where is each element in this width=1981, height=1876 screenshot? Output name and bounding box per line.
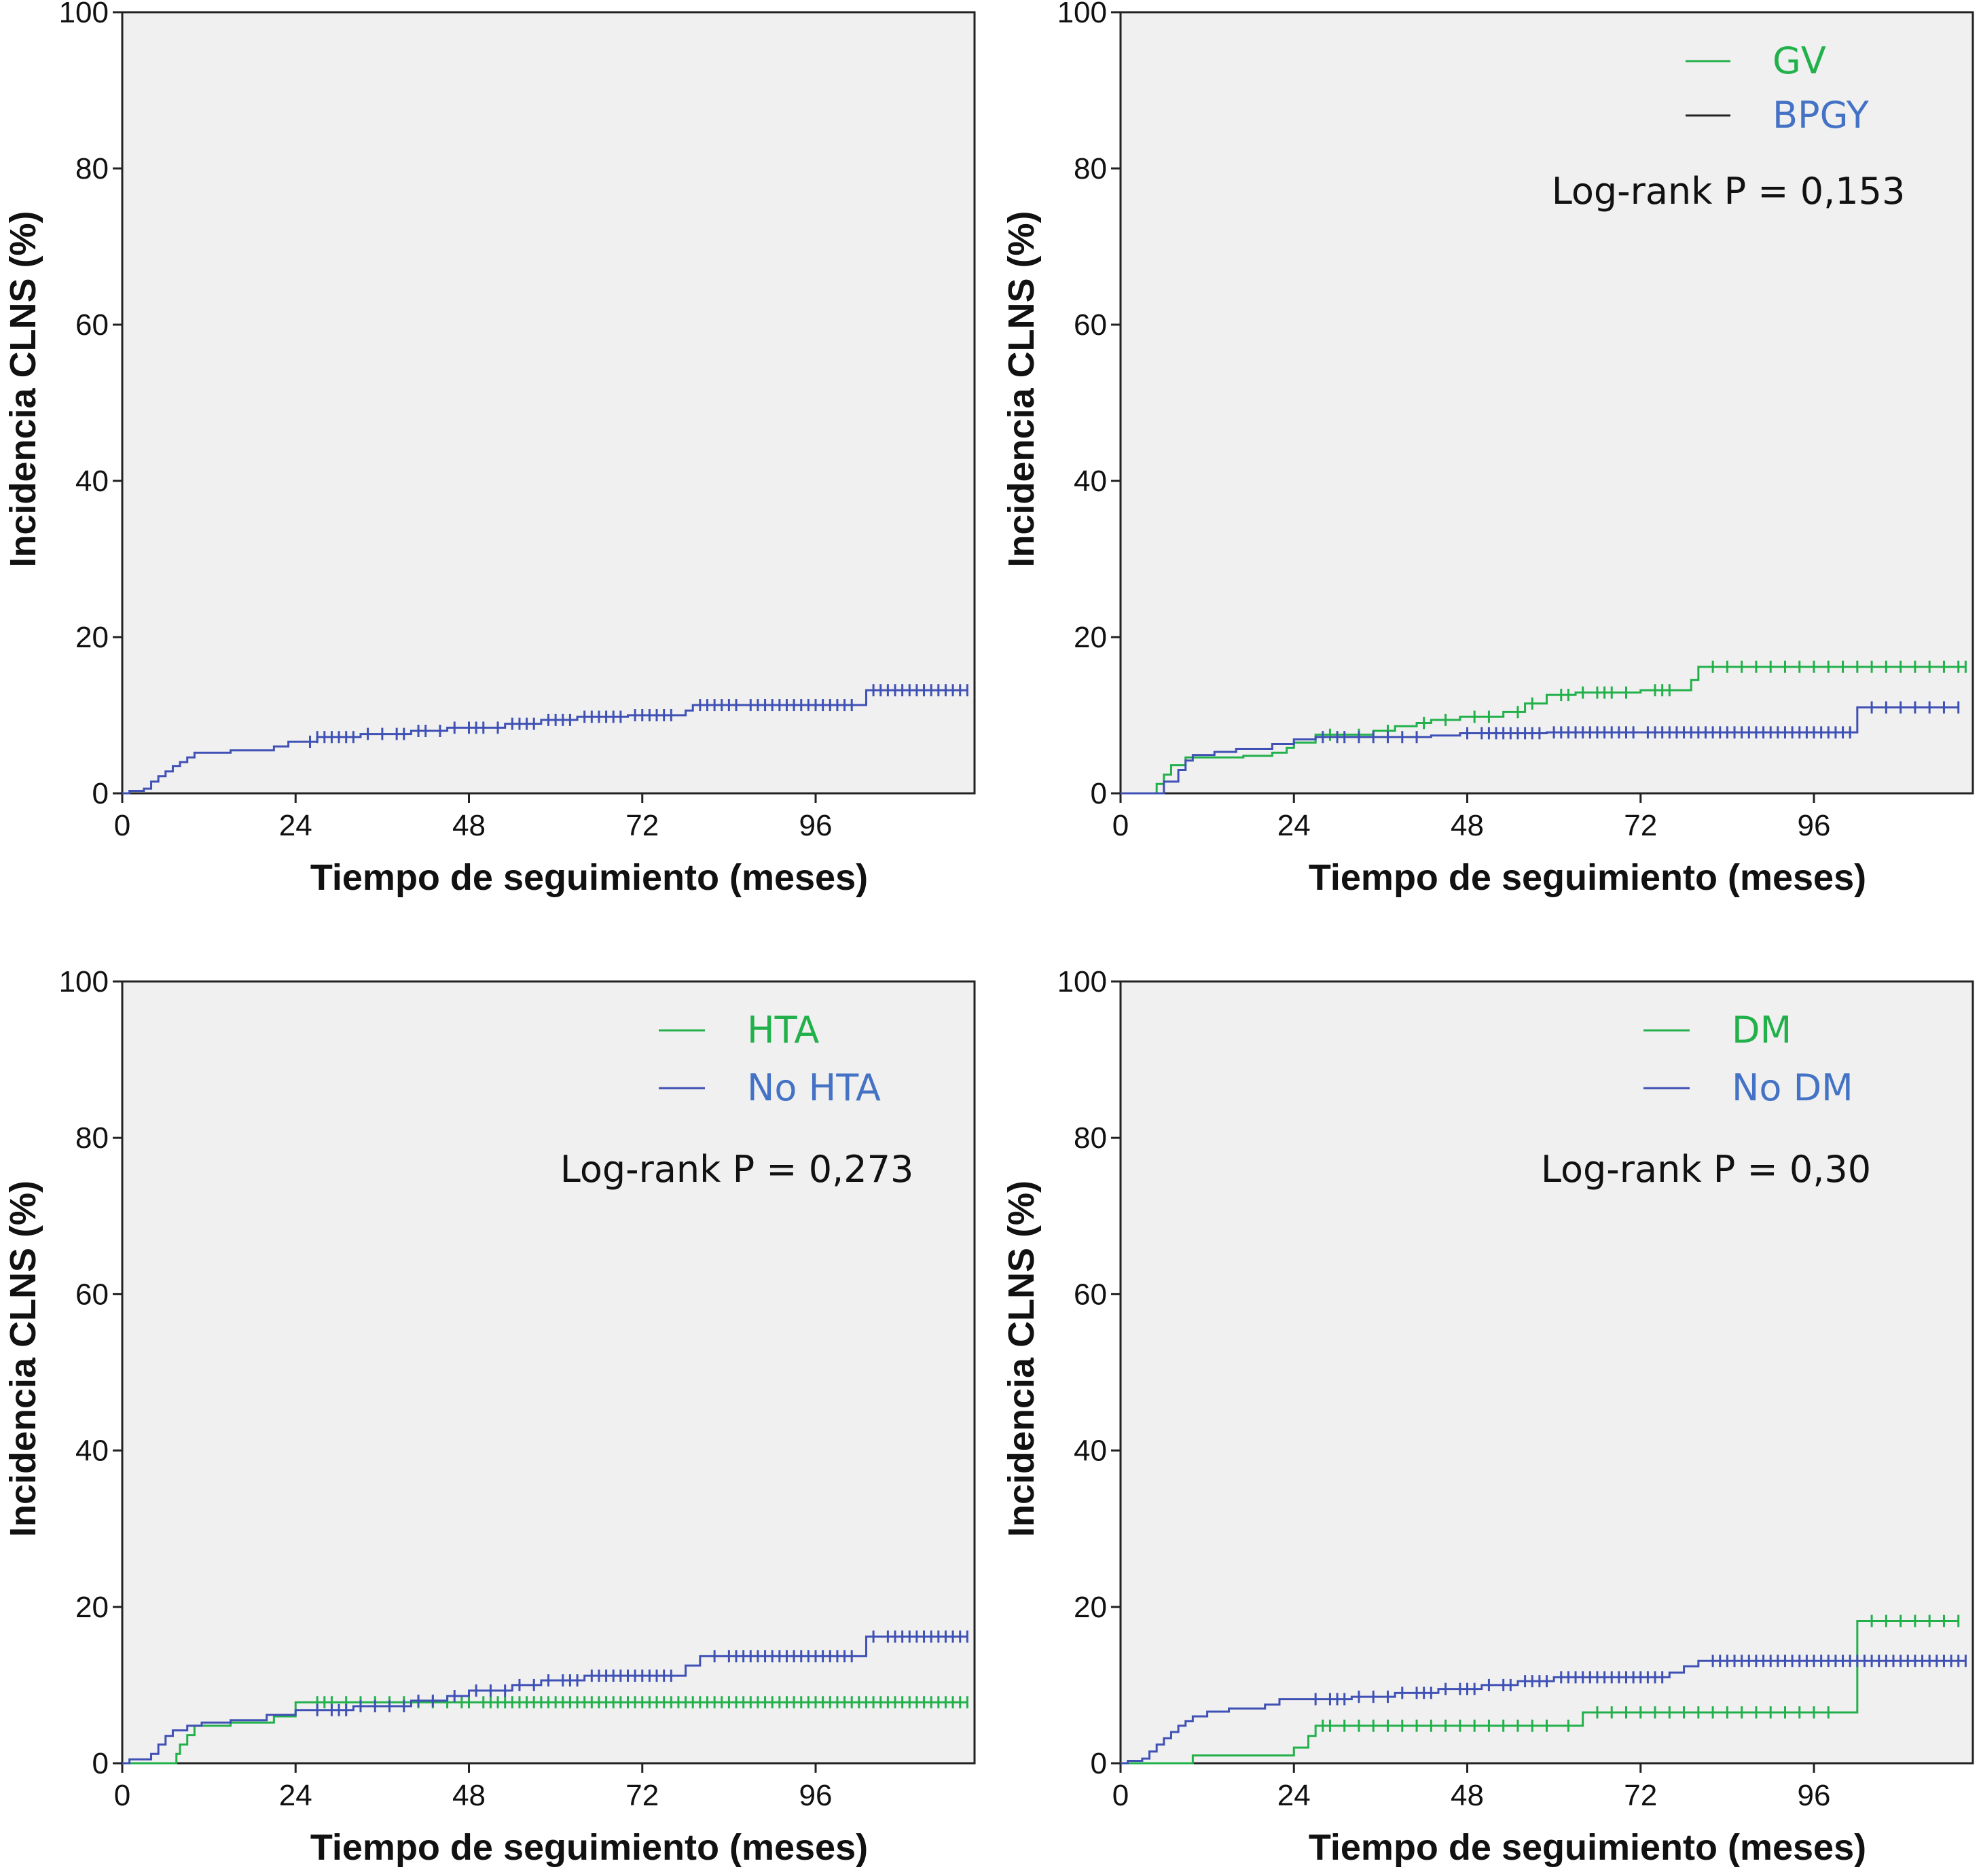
series-line-dm [1121,1620,1959,1765]
x-tick-label: 48 [452,809,486,842]
x-tick-label: 48 [1451,1779,1484,1812]
plot-area [121,11,976,795]
y-tick-label: 20 [1074,1591,1107,1624]
x-tick-label: 24 [1277,1779,1311,1812]
y-axis-title: Incidencia CLNS (%) [3,1180,43,1537]
legend-label: GV [1773,39,1826,82]
y-tick-label: 40 [1074,465,1107,498]
x-tick-label: 72 [625,1779,659,1812]
x-tick-label: 48 [452,1779,486,1812]
legend-label: HTA [747,1009,819,1051]
x-tick-label: 72 [1624,1779,1657,1812]
y-tick-label: 20 [75,621,109,654]
x-tick-label: 96 [1798,1779,1831,1812]
chart-panel-bottom-left: 0 20 40 60 80 100 0 24 48 72 96 Tiempo de seguimien… [3,965,976,1868]
x-tick-label: 0 [114,1779,130,1812]
x-tick-label: 24 [1277,809,1311,842]
y-tick-label: 20 [75,1591,109,1624]
y-tick-label: 0 [1091,1747,1107,1780]
y-tick-label: 100 [1057,0,1107,29]
y-tick-label: 100 [1057,965,1107,998]
x-tick-label: 0 [114,809,130,842]
y-tick-label: 40 [75,465,109,498]
series-line-total [122,689,968,795]
y-tick-label: 60 [75,1278,109,1311]
log-rank-annotation: Log-rank P = 0,273 [560,1148,914,1191]
y-axis-title: Incidencia CLNS (%) [3,211,43,567]
y-tick-label: 60 [75,308,109,342]
y-tick-label: 100 [59,965,109,998]
y-axis-title: Incidencia CLNS (%) [1001,1180,1042,1537]
x-tick-label: 24 [279,1779,312,1812]
legend-label: No DM [1732,1066,1853,1109]
y-tick-label: 60 [1074,1278,1107,1311]
series-line-no-dm [1121,1659,1966,1765]
y-tick-label: 60 [1074,308,1107,342]
legend-label: BPGY [1773,94,1870,137]
y-tick-label: 20 [1074,621,1107,654]
y-tick-label: 80 [75,152,109,185]
x-tick-label: 96 [799,809,833,842]
log-rank-annotation: Log-rank P = 0,30 [1541,1148,1871,1191]
y-tick-label: 80 [75,1121,109,1155]
y-tick-label: 80 [1074,152,1107,185]
plot-area [1119,11,1974,795]
x-tick-label: 96 [799,1779,833,1812]
x-axis-title: Tiempo de seguimiento (meses) [1309,1827,1866,1868]
x-tick-label: 72 [625,809,659,842]
plot-area [1119,980,1974,1765]
chart-panel-bottom-right: 0 20 40 60 80 100 0 24 48 72 96 Tiempo de seguimien… [1001,965,1974,1868]
x-tick-label: 96 [1798,809,1831,842]
chart-panel-top-left: 0 20 40 60 80 100 0 24 48 72 96 Tiempo de seguimien… [3,0,976,898]
y-tick-label: 0 [1091,777,1107,810]
x-tick-label: 0 [1112,809,1129,842]
x-axis-title: Tiempo de seguimiento (meses) [310,857,868,898]
x-tick-label: 0 [1112,1779,1129,1812]
x-tick-label: 48 [1451,809,1484,842]
x-tick-label: 24 [279,809,312,842]
y-tick-label: 80 [1074,1121,1107,1155]
plot-area [121,980,976,1765]
y-tick-label: 0 [92,1747,109,1780]
legend-label: DM [1732,1009,1792,1051]
legend-label: No HTA [747,1066,881,1109]
chart-panel-top-right: 0 20 40 60 80 100 0 24 48 72 96 Tiempo de seguimien… [1001,0,1974,898]
x-axis-title: Tiempo de seguimiento (meses) [1309,857,1866,898]
log-rank-annotation: Log-rank P = 0,153 [1552,170,1906,213]
series-line-no-hta [122,1636,968,1765]
x-axis-title: Tiempo de seguimiento (meses) [310,1827,868,1868]
y-tick-label: 0 [92,777,109,810]
y-tick-label: 100 [59,0,109,29]
y-tick-label: 40 [1074,1435,1107,1468]
x-tick-label: 72 [1624,809,1657,842]
y-tick-label: 40 [75,1435,109,1468]
y-axis-title: Incidencia CLNS (%) [1001,211,1042,567]
